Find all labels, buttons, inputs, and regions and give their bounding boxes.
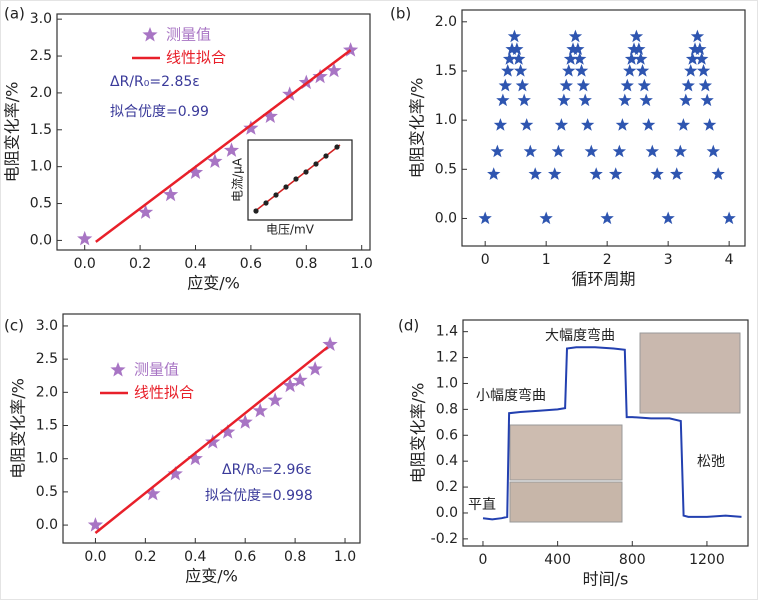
x-tick-label: 0 — [481, 252, 490, 268]
inset-frame — [248, 140, 352, 220]
legend-label: 测量值 — [134, 361, 179, 379]
page-border — [1, 1, 758, 600]
y-axis-label: 电阻变化率/% — [409, 383, 428, 484]
x-tick-label: 3 — [664, 252, 673, 268]
y-tick-label: 0.6 — [436, 427, 458, 443]
y-tick-label: 2.0 — [435, 14, 457, 30]
y-tick-label: 0.2 — [436, 479, 458, 495]
y-axis-label: 电阻变化率/% — [9, 378, 28, 479]
y-tick-label: 0.4 — [436, 453, 458, 469]
y-axis-label: 电阻变化率/% — [408, 78, 427, 179]
x-tick-label: 0.8 — [284, 549, 306, 565]
photo — [510, 482, 622, 522]
y-tick-label: 2.0 — [36, 384, 58, 400]
y-tick-label: 0.0 — [436, 505, 458, 521]
x-tick-label: 0 — [479, 552, 488, 568]
y-tick-label: 2.5 — [30, 48, 52, 64]
x-tick-label: 1.0 — [334, 549, 356, 565]
x-tick-label: 0.0 — [74, 256, 96, 272]
x-tick-label: 400 — [544, 552, 571, 568]
x-axis-label: 应变/% — [187, 274, 240, 293]
y-tick-label: 0.0 — [435, 210, 457, 226]
x-tick-label: 1 — [542, 252, 551, 268]
y-tick-label: 3.0 — [36, 318, 58, 334]
x-tick-label: 0.2 — [129, 256, 151, 272]
annotation: 拟合优度=0.99 — [110, 104, 209, 120]
x-tick-label: 0.8 — [295, 256, 317, 272]
x-tick-label: 2 — [603, 252, 612, 268]
annotation: 平直 — [468, 496, 496, 513]
panel-label: (a) — [4, 5, 25, 23]
panel-label: (b) — [390, 5, 411, 23]
y-tick-label: 1.0 — [436, 375, 458, 391]
x-tick-label: 4 — [725, 252, 734, 268]
x-tick-label: 0.6 — [234, 549, 256, 565]
y-tick-label: 2.0 — [30, 85, 52, 101]
legend-label: 线性拟合 — [134, 384, 194, 402]
annotation: 松弛 — [697, 454, 725, 470]
y-tick-label: 1.0 — [36, 451, 58, 467]
x-tick-label: 0.4 — [184, 549, 206, 565]
y-tick-label: 3.0 — [30, 11, 52, 27]
panel-label: (c) — [4, 317, 24, 335]
x-axis-label: 循环周期 — [571, 270, 635, 289]
x-tick-label: 0.4 — [184, 256, 206, 272]
x-axis-label: 时间/s — [583, 570, 629, 589]
y-tick-label: 1.5 — [36, 418, 58, 434]
photo — [510, 425, 622, 480]
figure: 电压/mV 电流/μA (a) 0.0 0.2 0.4 0.6 0.8 1.0 0.0 0.5 1… — [0, 0, 758, 600]
y-axis-label: 电阻变化率/% — [3, 82, 22, 183]
annotation: 小幅度弯曲 — [476, 387, 546, 404]
photo — [640, 333, 740, 413]
y-tick-label: 1.5 — [435, 63, 457, 79]
y-tick-label: 0.0 — [30, 232, 52, 248]
y-tick-label: 0.5 — [435, 161, 457, 177]
inset-y-label: 电流/μA — [231, 157, 245, 202]
x-tick-label: 800 — [619, 552, 646, 568]
legend-label: 线性拟合 — [166, 49, 226, 67]
x-tick-label: 0.6 — [240, 256, 262, 272]
annotation: ΔR/R₀=2.85ε — [110, 74, 200, 90]
y-tick-label: 0.8 — [436, 401, 458, 417]
x-tick-label: 0.0 — [84, 549, 106, 565]
y-tick-label: 1.4 — [436, 324, 458, 340]
y-tick-label: 0.5 — [30, 196, 52, 212]
y-tick-label: 1.0 — [30, 159, 52, 175]
annotation: 大幅度弯曲 — [545, 327, 615, 344]
inset-x-label: 电压/mV — [266, 223, 315, 237]
y-tick-label: -0.2 — [431, 531, 458, 547]
panel-label: (d) — [398, 317, 419, 335]
y-tick-label: 1.0 — [435, 112, 457, 128]
x-axis-label: 应变/% — [185, 567, 238, 586]
y-tick-label: 0.5 — [36, 484, 58, 500]
annotation: 拟合优度=0.998 — [205, 488, 313, 504]
x-tick-label: 0.2 — [134, 549, 156, 565]
y-tick-label: 2.5 — [36, 351, 58, 367]
y-tick-label: 1.5 — [30, 122, 52, 138]
x-tick-label: 1200 — [689, 552, 725, 568]
x-tick-label: 1.0 — [351, 256, 373, 272]
annotation: ΔR/R₀=2.96ε — [222, 462, 312, 478]
legend-label: 测量值 — [166, 26, 211, 44]
y-tick-label: 0.0 — [36, 517, 58, 533]
y-tick-label: 1.2 — [436, 350, 458, 366]
